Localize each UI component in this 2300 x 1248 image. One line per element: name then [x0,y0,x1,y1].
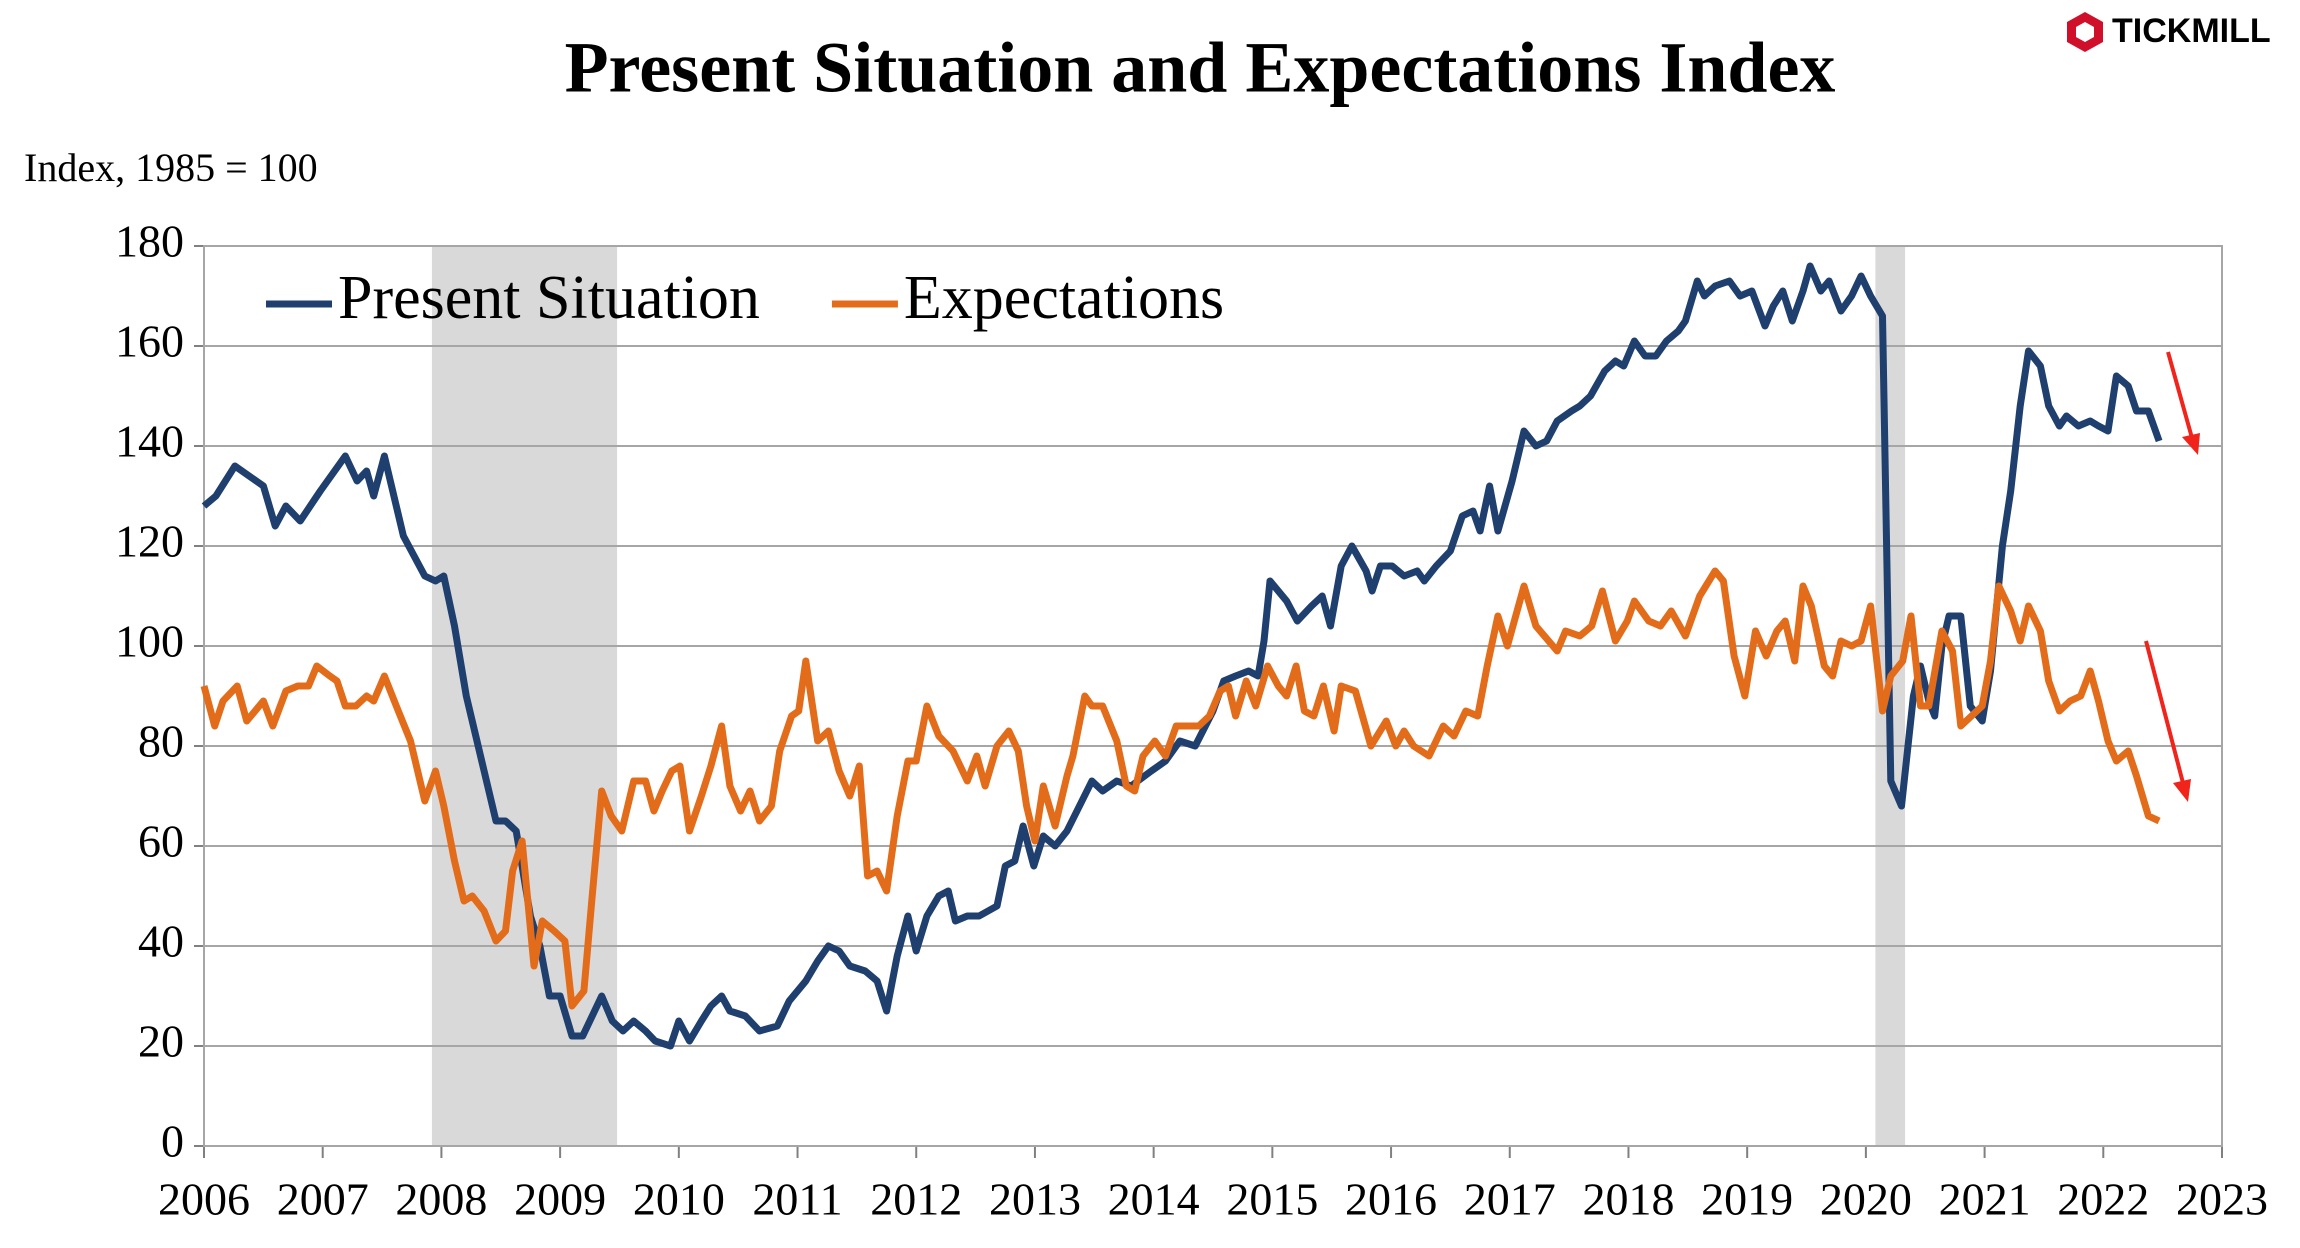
x-tick-label: 2018 [1582,1174,1674,1225]
arrow-head [2182,433,2200,455]
x-tick-label: 2021 [1939,1174,2031,1225]
x-tick-label: 2006 [158,1174,250,1225]
x-tick-label: 2009 [514,1174,606,1225]
brand-name: TICKMILL [2112,12,2271,50]
series-line [201,262,2163,1050]
x-tick-label: 2013 [989,1174,1081,1225]
x-tick-label: 2015 [1226,1174,1318,1225]
legend-label: Expectations [904,264,1224,332]
y-tick-label: 180 [115,216,184,267]
x-tick-label: 2007 [277,1174,369,1225]
brand-logo: TICKMILL [2067,12,2271,52]
y-tick-label: 20 [138,1016,184,1067]
x-tick-label: 2022 [2057,1174,2149,1225]
legend-label: Present Situation [338,264,760,332]
x-tick-label: 2012 [870,1174,962,1225]
y-axis-label: Index, 1985 = 100 [24,145,318,190]
x-tick-label: 2017 [1464,1174,1556,1225]
y-tick-label: 160 [115,316,184,367]
x-tick-label: 2016 [1345,1174,1437,1225]
y-tick-label: 140 [115,416,184,467]
y-tick-label: 100 [115,616,184,667]
chart-title: Present Situation and Expectations Index [565,28,1836,108]
x-tick-label: 2014 [1108,1174,1200,1225]
x-tick-label: 2023 [2176,1174,2268,1225]
y-tick-label: 80 [138,716,184,767]
arrow-shaft [2166,351,2194,439]
logo-mark-inner [2076,22,2094,42]
annotation-arrows [2144,351,2200,802]
y-tick-label: 60 [138,816,184,867]
plot-area: 0 20 40 60 80 100 120 140 160 180 2006 2007 2008 2009… [115,216,2268,1225]
y-tick-label: 40 [138,916,184,967]
y-tick-label: 0 [161,1116,184,1167]
arrow-head [2173,779,2191,802]
x-tick-label: 2019 [1701,1174,1793,1225]
arrow-shaft [2144,640,2185,784]
x-tick-label: 2008 [395,1174,487,1225]
x-tick-label: 2020 [1820,1174,1912,1225]
y-tick-label: 120 [115,516,184,567]
x-tick-label: 2010 [633,1174,725,1225]
x-tick-label: 2011 [752,1174,842,1225]
series-line [200,567,2161,1010]
recession-band [431,246,618,1146]
